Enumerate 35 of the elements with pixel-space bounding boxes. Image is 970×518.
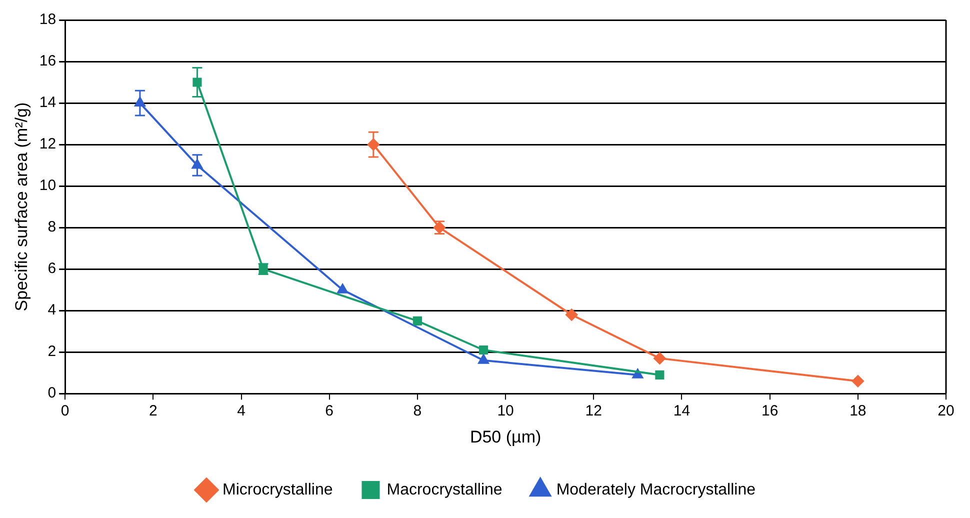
y-tick-label: 2 — [48, 343, 56, 360]
point — [337, 284, 348, 294]
y-tick-label: 4 — [48, 302, 56, 319]
legend-label: Macrocrystalline — [386, 481, 502, 498]
point — [566, 308, 578, 321]
y-tick-label: 18 — [39, 11, 56, 28]
y-tick-label: 10 — [39, 177, 56, 194]
x-tick-label: 2 — [149, 402, 158, 420]
legend-label: Microcrystalline — [222, 481, 333, 498]
x-tick-label: 4 — [237, 402, 246, 420]
point — [192, 78, 202, 87]
point — [478, 354, 489, 364]
x-tick-label: 6 — [325, 402, 334, 420]
y-tick-label: 14 — [39, 94, 56, 112]
x-tick-label: 12 — [585, 402, 602, 420]
x-tick-label: 8 — [413, 402, 422, 420]
x-tick-label: 0 — [60, 402, 70, 420]
y-tick-label: 16 — [39, 52, 56, 70]
point — [412, 316, 422, 326]
x-tick-label: 20 — [938, 402, 954, 420]
x-tick-label: 16 — [761, 402, 778, 420]
point — [654, 352, 666, 364]
x-axis-title: D50 (µm) — [470, 427, 542, 446]
x-tick-label: 18 — [850, 402, 866, 420]
point — [655, 370, 664, 380]
x-tick-label: 14 — [673, 402, 690, 420]
x-tick-label: 10 — [497, 402, 514, 420]
y-tick-label: 12 — [39, 136, 56, 153]
y-tick-label: 8 — [48, 218, 56, 236]
y-tick-label: 6 — [48, 260, 56, 278]
y-axis-title: Specific surface area (m²/g) — [12, 102, 31, 312]
y-tick-label: 0 — [48, 384, 56, 402]
point — [852, 375, 864, 388]
legend-label: Moderately Macrocrystalline — [556, 481, 756, 498]
point — [478, 345, 488, 355]
